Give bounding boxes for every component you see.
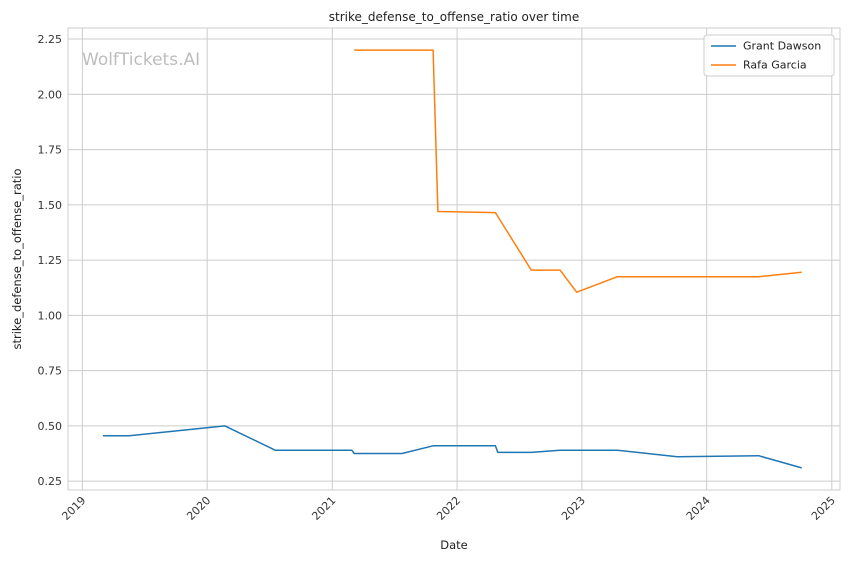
x-tick-label: 2024	[684, 494, 713, 523]
chart-title: strike_defense_to_offense_ratio over tim…	[329, 10, 579, 24]
y-axis-title: strike_defense_to_offense_ratio	[10, 168, 24, 349]
legend-label-grant-dawson: Grant Dawson	[743, 40, 821, 53]
x-tick-label: 2020	[184, 494, 213, 523]
x-tick-label: 2019	[59, 494, 88, 523]
legend-label-rafa-garcia: Rafa Garcia	[743, 59, 807, 72]
y-tick-label: 0.25	[38, 475, 63, 488]
series-line-grant-dawson	[102, 425, 802, 469]
y-tick-label: 1.00	[38, 309, 63, 322]
y-axis: 0.25 0.50 0.75 1.00 1.25 1.50 1.75 2.00 2.25	[38, 33, 63, 488]
x-tick-label: 2022	[434, 494, 463, 523]
y-tick-label: 0.50	[38, 420, 63, 433]
series-line-rafa-garcia	[354, 49, 802, 293]
y-tick-label: 1.75	[38, 144, 63, 157]
y-tick-label: 2.25	[38, 33, 63, 46]
legend-box	[703, 34, 835, 77]
y-tick-label: 1.50	[38, 199, 63, 212]
y-tick-label: 0.75	[38, 365, 63, 378]
legend: Grant Dawson Rafa Garcia	[703, 34, 835, 77]
y-tick-label: 1.25	[38, 254, 63, 267]
x-axis: 2019 2020 2021 2022 2023 2024 2025	[59, 494, 837, 523]
y-tick-label: 2.00	[38, 88, 63, 101]
watermark: WolfTickets.AI	[82, 50, 200, 70]
series-layer	[102, 49, 802, 469]
x-tick-label: 2021	[309, 494, 338, 523]
x-tick-label: 2025	[809, 494, 838, 523]
x-tick-label: 2023	[559, 494, 588, 523]
x-axis-title: Date	[440, 538, 468, 552]
plot-area	[67, 27, 841, 491]
grid	[68, 28, 840, 490]
